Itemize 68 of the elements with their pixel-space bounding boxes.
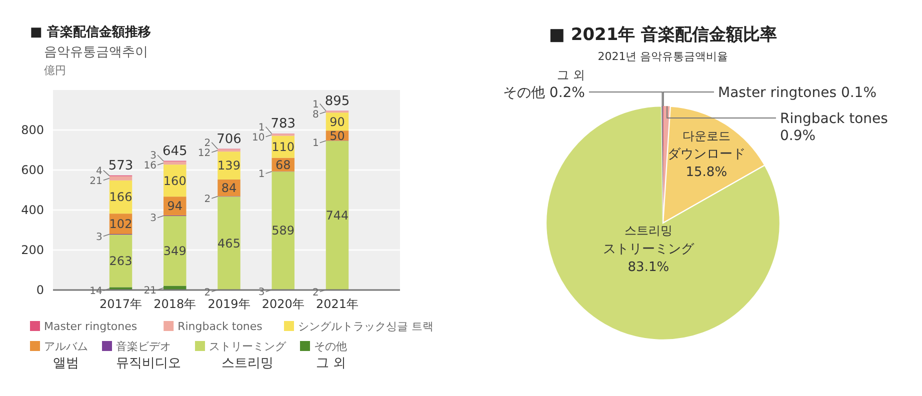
data-label: 160 [163,174,186,188]
data-label: 110 [272,140,295,154]
slice-label: 그 외 その他 0.2% [502,68,585,101]
chart-subtitle: 음악유통금액추이 [44,45,148,60]
data-label: 465 [218,236,240,250]
data-label: 2 [204,194,211,205]
x-tick-label: 2021年 [316,297,359,311]
legend-label: 音楽ビデオ 뮤직비디오 [116,340,181,371]
total-label: 706 [216,132,242,147]
data-label: 84 [221,181,237,195]
data-label: 589 [272,224,295,238]
data-label: 1 [312,99,319,110]
y-tick-label: 800 [21,123,44,138]
total-label: 573 [108,158,134,174]
data-label: 744 [326,208,349,222]
data-label: 21 [90,176,102,187]
chart-title: ■ 音楽配信金額推移 [30,24,151,40]
data-label: 102 [109,217,132,231]
data-label: 90 [330,114,345,129]
y-tick-label: 200 [21,243,44,258]
legend-label: アルバム 앨범 [44,340,88,371]
x-tick-label: 2019年 [208,297,250,311]
y-tick-label: 0 [36,283,44,298]
slice-label: 스트리밍 ストリーミング [602,224,695,257]
y-axis-title: 億円 [44,64,66,77]
data-label: 50 [330,128,345,143]
data-label: 2 [204,138,211,149]
data-label: 3 [96,232,102,243]
x-tick-label: 2020年 [262,297,304,311]
total-label: 895 [324,94,350,109]
chart-title: ■ 2021年 音楽配信金額比率 [548,25,778,45]
data-label: 3 [258,287,265,298]
total-label: 783 [270,116,296,132]
legend-label: Master ringtones [44,320,138,333]
data-label: 83.1% [628,260,670,275]
data-label: 349 [163,244,186,258]
data-label: 139 [218,158,240,173]
data-label: 3 [150,213,157,224]
data-label: 15.8% [686,165,728,180]
slice-label: Ringback tones [780,110,888,127]
y-tick-label: 600 [21,163,44,178]
legend-label: Ringback tones [178,320,263,333]
data-label: 94 [167,199,183,214]
data-label: 4 [96,166,102,177]
x-tick-label: 2018年 [154,297,196,311]
x-tick-label: 2017年 [99,297,142,311]
data-label: 16 [144,160,157,172]
data-label: 263 [109,254,132,268]
chart-subtitle: 2021년 음악유통금액비율 [598,50,728,63]
data-label: 1 [258,122,265,134]
total-label: 645 [162,144,188,159]
data-label: 0.9% [780,128,816,144]
data-label: 68 [275,158,291,172]
data-label: 10 [252,132,265,144]
data-label: 166 [109,190,132,204]
data-label: 1 [258,169,265,180]
data-label: 2 [312,287,319,298]
slice-label: Master ringtones 0.1% [718,84,877,101]
y-tick-label: 400 [21,203,44,218]
legend-label: シングルトラック싱글 트랙 [298,320,434,333]
data-label: 8 [312,109,319,120]
data-label: 3 [150,150,157,162]
data-label: 12 [198,148,211,159]
slice-label: 다운로드 ダウンロード [667,128,746,162]
legend-label: ストリーミング 스트리밍 [209,340,287,371]
data-label: 1 [312,138,319,150]
legend-label: その他 그 외 [314,340,347,371]
data-label: 2 [204,287,211,298]
